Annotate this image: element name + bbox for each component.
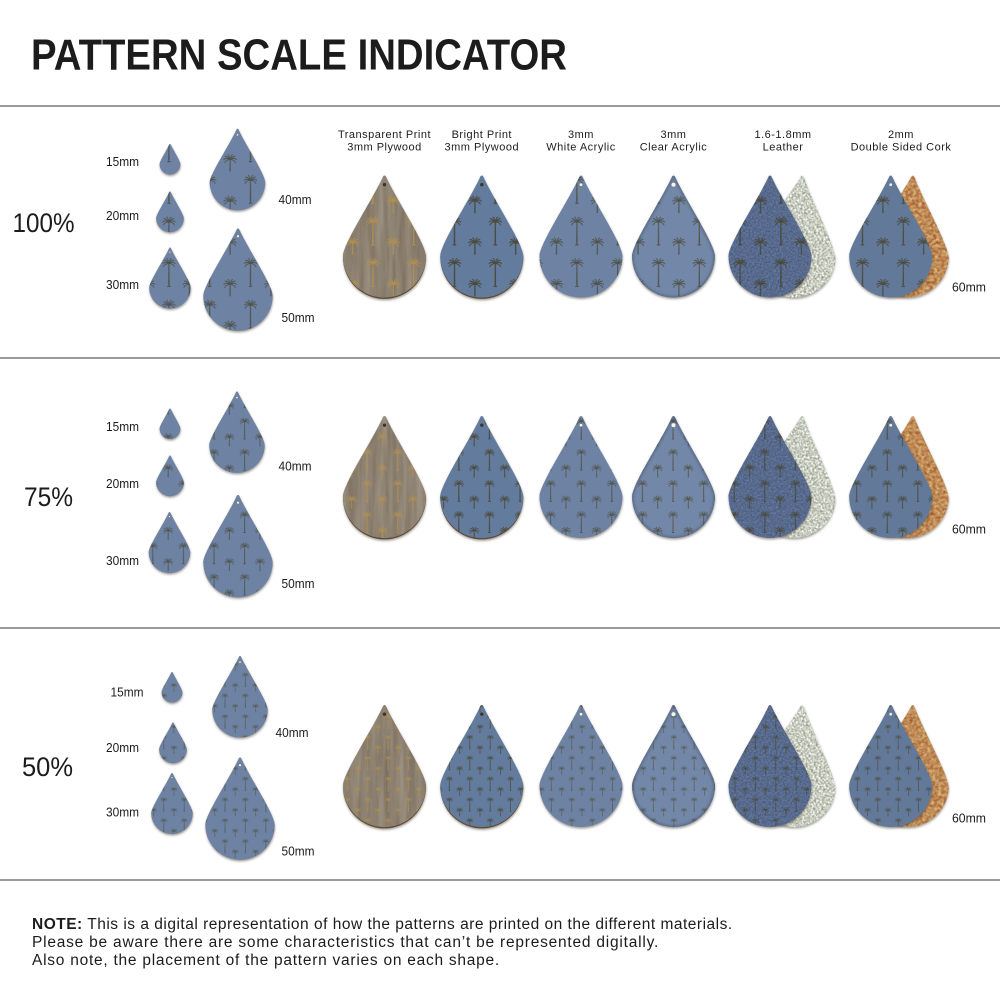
svg-text:60mm: 60mm: [952, 522, 986, 537]
svg-text:Transparent Print: Transparent Print: [338, 129, 431, 141]
svg-text:100%: 100%: [13, 208, 75, 238]
svg-text:NOTE: This is a digital repres: NOTE: This is a digital representation o…: [32, 916, 733, 933]
svg-text:15mm: 15mm: [111, 686, 144, 700]
svg-text:40mm: 40mm: [279, 193, 312, 207]
svg-text:50mm: 50mm: [282, 845, 315, 859]
svg-text:Please be aware there are some: Please be aware there are some character…: [32, 934, 659, 951]
svg-text:20mm: 20mm: [106, 741, 139, 755]
svg-text:60mm: 60mm: [952, 811, 986, 826]
svg-text:15mm: 15mm: [106, 155, 139, 169]
svg-text:Bright Print: Bright Print: [452, 129, 512, 141]
svg-text:30mm: 30mm: [106, 806, 139, 820]
svg-text:20mm: 20mm: [106, 209, 139, 223]
svg-text:3mm: 3mm: [568, 129, 594, 141]
svg-text:50mm: 50mm: [282, 311, 315, 325]
svg-text:3mm Plywood: 3mm Plywood: [347, 141, 422, 153]
svg-text:15mm: 15mm: [106, 420, 139, 434]
svg-text:40mm: 40mm: [276, 726, 309, 740]
svg-text:Clear Acrylic: Clear Acrylic: [640, 141, 708, 153]
svg-text:Leather: Leather: [763, 141, 804, 153]
svg-text:1.6-1.8mm: 1.6-1.8mm: [754, 129, 811, 141]
svg-text:Also note, the placement of th: Also note, the placement of the pattern …: [32, 952, 500, 969]
svg-text:2mm: 2mm: [888, 129, 914, 141]
svg-text:30mm: 30mm: [106, 278, 139, 292]
svg-text:White Acrylic: White Acrylic: [546, 141, 615, 153]
svg-text:PATTERN SCALE INDICATOR: PATTERN SCALE INDICATOR: [31, 32, 567, 80]
svg-text:Double Sided Cork: Double Sided Cork: [851, 141, 952, 153]
svg-text:50%: 50%: [22, 752, 73, 782]
svg-text:75%: 75%: [24, 482, 73, 512]
svg-text:20mm: 20mm: [106, 477, 139, 491]
svg-text:60mm: 60mm: [952, 279, 986, 294]
svg-text:3mm Plywood: 3mm Plywood: [445, 141, 520, 153]
svg-text:3mm: 3mm: [661, 129, 687, 141]
svg-text:30mm: 30mm: [106, 554, 139, 568]
svg-text:50mm: 50mm: [282, 577, 315, 591]
svg-text:40mm: 40mm: [279, 460, 312, 474]
